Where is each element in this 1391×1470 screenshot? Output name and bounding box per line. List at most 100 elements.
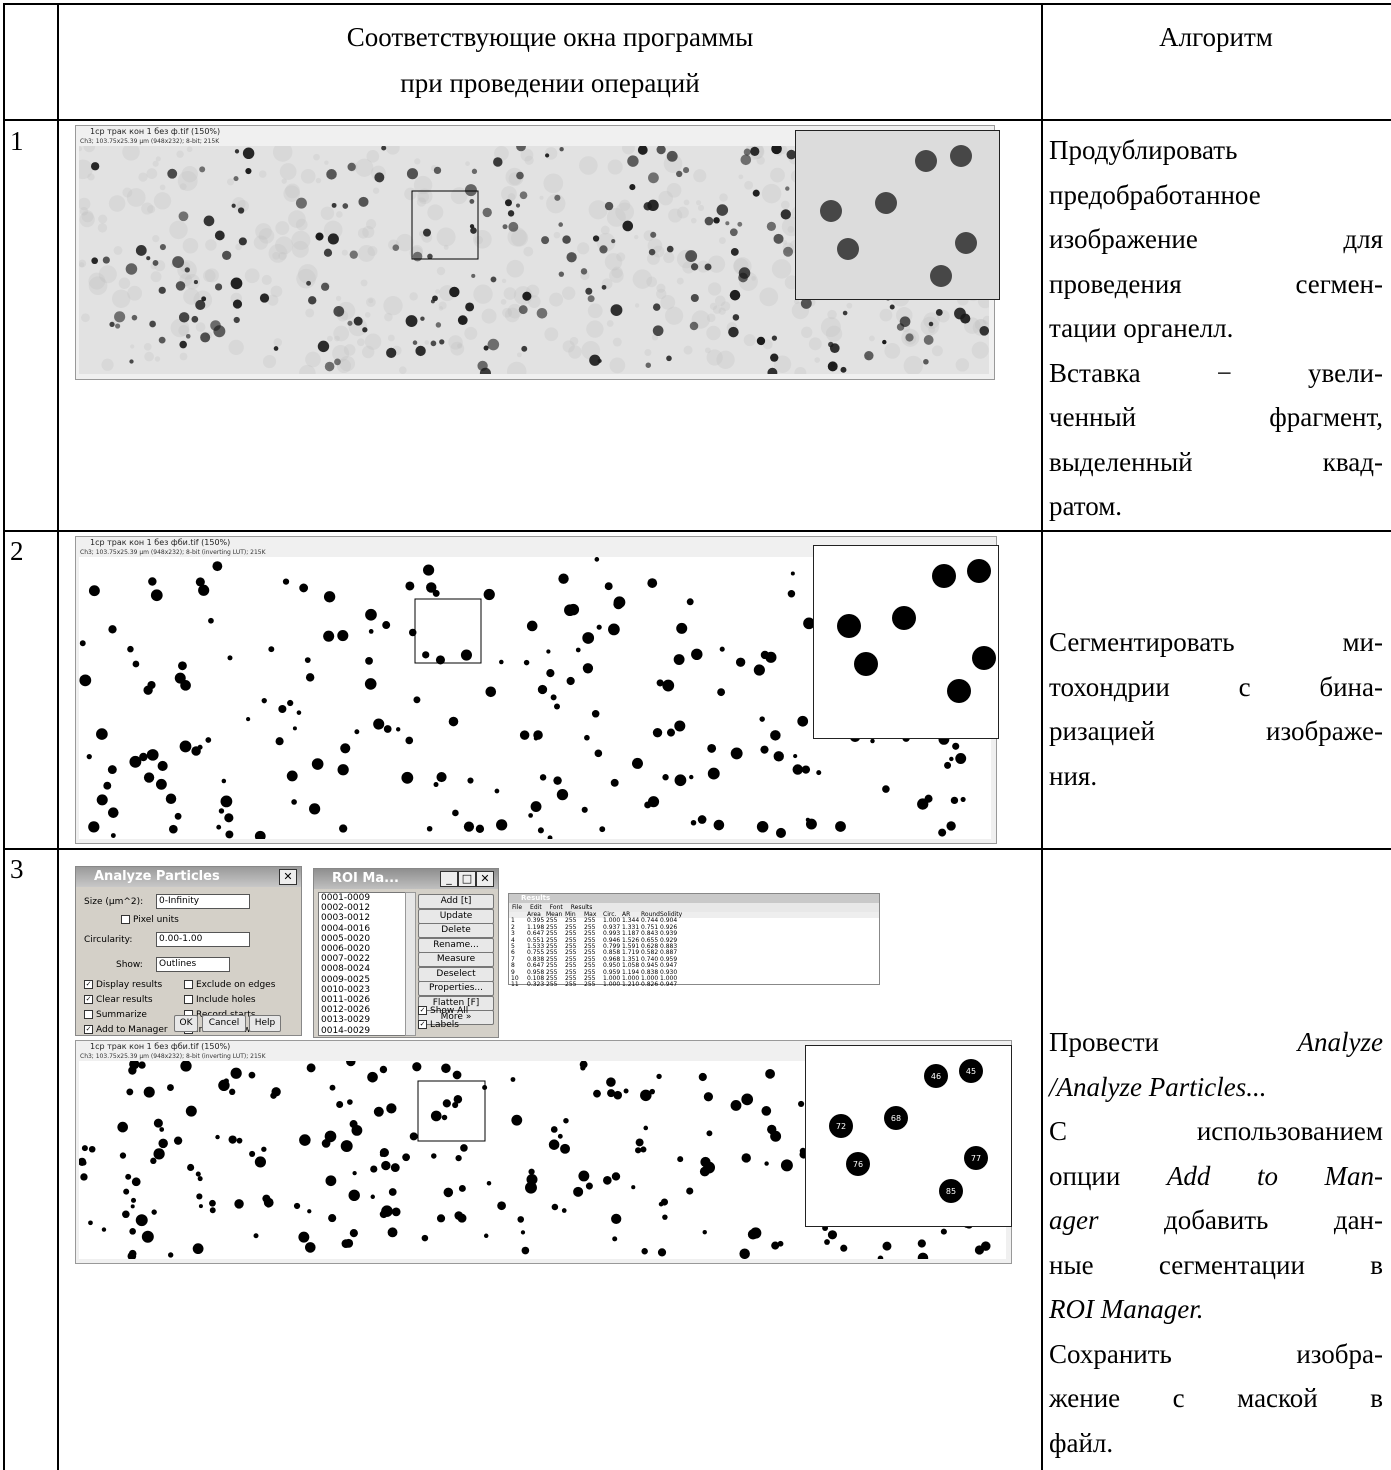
particle (349, 1229, 358, 1238)
button[interactable]: More » (418, 1010, 494, 1025)
roi-item[interactable]: 0007-0022 (321, 954, 371, 965)
noise (275, 221, 290, 235)
particle (88, 585, 100, 597)
roi-item[interactable]: 0001-0009 (321, 893, 371, 903)
cell: 0.826 (641, 981, 659, 989)
maximize-button[interactable]: □ (458, 871, 476, 887)
particle (950, 796, 959, 805)
particle (266, 1203, 271, 1208)
checkbox[interactable]: ✓ Show All (418, 1006, 468, 1016)
particle (479, 367, 491, 374)
cell: 255 (584, 974, 596, 982)
particle (88, 1145, 96, 1153)
checkbox[interactable]: ✓ Add to Manager (84, 1025, 168, 1035)
roi-item[interactable]: 0006-0020 (321, 944, 371, 955)
checkbox[interactable]: Pixel units (121, 915, 179, 925)
button[interactable]: Add [t] (418, 894, 494, 909)
noise (868, 335, 875, 342)
close-button[interactable]: ✕ (476, 871, 494, 887)
particle (304, 1242, 316, 1253)
noise (296, 268, 316, 289)
particle (786, 149, 797, 160)
checkbox[interactable]: ✓ Labels (418, 1020, 459, 1030)
roi-list[interactable]: 0001-0009 0002-0012 0003-0012 0004-0016 0005… (318, 892, 406, 1036)
text-line: ROI Manager. (1049, 1287, 1383, 1332)
roi-item[interactable]: 0013-0029 (321, 1015, 371, 1026)
noise (621, 146, 635, 155)
checkbox[interactable]: ✓ Display results (84, 980, 162, 990)
button[interactable]: Update (418, 908, 494, 924)
menu-item[interactable]: File (512, 904, 523, 911)
noise (634, 303, 640, 308)
noise (473, 284, 493, 304)
particle (520, 1230, 526, 1235)
noise (261, 274, 272, 285)
checkbox[interactable]: Exclude on edges (184, 980, 275, 990)
checkbox[interactable]: Include holes (184, 995, 256, 1005)
particle (494, 788, 500, 794)
scrollbar[interactable] (405, 892, 416, 1036)
noise (127, 285, 143, 301)
noise (364, 312, 371, 318)
particle (167, 1252, 174, 1258)
noise (368, 298, 374, 304)
noise (152, 235, 160, 243)
roi-item[interactable]: 0003-0012 (321, 913, 371, 924)
particle (184, 267, 190, 273)
roi-item[interactable]: 0012-0026 (321, 1005, 371, 1016)
particle (662, 774, 669, 781)
text: тохондрии с бина- (1049, 671, 1383, 702)
particle (596, 624, 602, 630)
roi-item[interactable]: 0014-0029 (321, 1025, 371, 1036)
roi-item[interactable]: 0005-0020 (321, 933, 371, 944)
particle (747, 1229, 759, 1240)
button[interactable]: Measure (418, 952, 494, 967)
dropdown[interactable]: Outlines (156, 957, 230, 972)
menu-item[interactable]: Results (570, 904, 593, 911)
close-button[interactable]: ✕ (279, 869, 297, 885)
button[interactable]: Rename... (418, 937, 494, 953)
particle (107, 807, 119, 818)
particle (547, 835, 553, 839)
button[interactable]: OK (174, 1015, 198, 1032)
text: ager (1049, 1205, 1099, 1235)
particle-label: 72 (836, 1122, 846, 1131)
button[interactable]: Cancel (202, 1015, 246, 1032)
noise (141, 202, 154, 215)
roi-item[interactable]: 0009-0025 (321, 974, 371, 985)
button[interactable]: Deselect (418, 966, 494, 982)
cell: 0.799 (603, 942, 621, 950)
noise (619, 199, 631, 211)
input[interactable]: 0-Infinity (156, 894, 250, 909)
roi-item[interactable]: 0004-0016 (321, 923, 371, 934)
button[interactable]: Properties... (418, 981, 494, 996)
checkbox[interactable]: Summarize (84, 1010, 147, 1020)
roi-item[interactable]: 0008-0024 (321, 964, 371, 975)
roi-item[interactable]: 0010-0023 (321, 984, 371, 995)
cell: 4 (511, 936, 515, 944)
noise (743, 334, 756, 347)
menu-item[interactable]: Edit (530, 904, 542, 911)
button[interactable]: Delete (418, 923, 494, 938)
roi-item[interactable]: 0011-0026 (321, 995, 371, 1006)
input[interactable]: 0.00-1.00 (156, 932, 250, 947)
particle (566, 676, 575, 686)
minimize-button[interactable]: _ (440, 871, 458, 887)
noise (501, 186, 517, 202)
noise (357, 227, 369, 239)
checkbox-box (184, 995, 193, 1004)
particle (604, 201, 614, 211)
roi-item[interactable]: 0002-0012 (321, 903, 371, 914)
particle (798, 1100, 805, 1108)
menu-item[interactable]: Font (549, 904, 563, 911)
button[interactable]: Help (249, 1015, 281, 1032)
noise (707, 282, 722, 296)
particle (238, 237, 247, 246)
particle (917, 798, 929, 810)
particle (180, 1061, 192, 1072)
particle (358, 196, 369, 207)
particle (230, 277, 243, 290)
particle (320, 282, 330, 291)
particle (150, 589, 163, 602)
checkbox[interactable]: ✓ Clear results (84, 995, 153, 1005)
